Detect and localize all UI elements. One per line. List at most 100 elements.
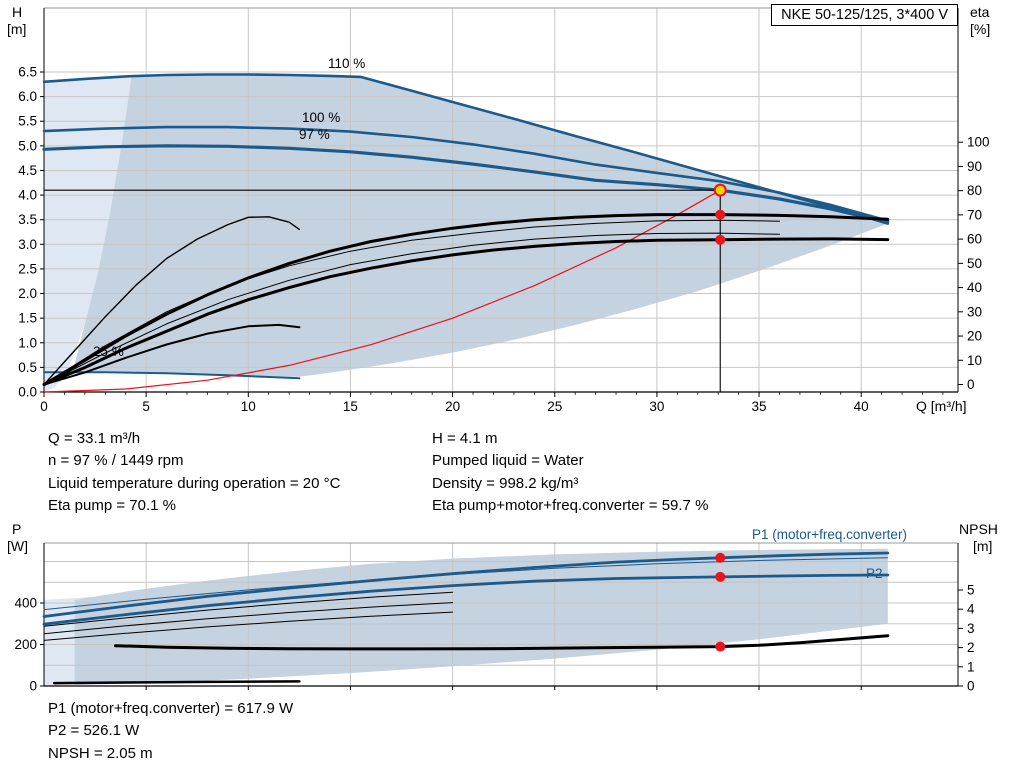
eta-total-marker: [715, 234, 726, 245]
curve-eta-25: [43, 323, 301, 386]
svg-text:40: 40: [967, 280, 982, 295]
curve-eta-pump: [42, 213, 890, 386]
curve-p-thin-3: [43, 611, 454, 641]
curve-p-thin-1: [43, 591, 454, 627]
svg-text:90: 90: [967, 159, 982, 174]
summary-h: H = 4.1 m: [432, 430, 498, 447]
speed-100-label: 100 %: [302, 110, 341, 125]
summary-eta-total: Eta pump+motor+freq.converter = 59.7 %: [432, 497, 709, 515]
summary-speed: n = 97 % / 1449 rpm: [48, 452, 184, 470]
svg-text:25: 25: [547, 399, 562, 414]
svg-text:6.5: 6.5: [18, 64, 37, 79]
summary-density: Density = 998.2 kg/m³: [432, 474, 579, 492]
svg-text:40: 40: [854, 399, 869, 414]
speed-25-label: 25 %: [93, 344, 124, 359]
curve-eta-thin-1: [43, 219, 780, 385]
curve-speed-100: [42, 125, 890, 222]
pump-title-box: NKE 50-125/125, 3*400 V: [771, 4, 958, 26]
bottom-right-axis-unit: [m]: [973, 538, 993, 554]
operating-summary-left: Q = 33.1 m³/h n = 97 % / 1449 rpm Liquid…: [48, 428, 340, 518]
svg-text:20: 20: [967, 329, 982, 344]
svg-text:100: 100: [967, 135, 990, 150]
result-footer: P1 (motor+freq.converter) = 617.9 W P2 =…: [48, 698, 293, 765]
svg-text:20: 20: [445, 399, 460, 414]
top-right-axis-unit: [%]: [970, 21, 991, 37]
svg-text:400: 400: [14, 596, 37, 611]
svg-text:30: 30: [649, 399, 664, 414]
svg-text:10: 10: [967, 353, 982, 368]
duty-envelope-light: [44, 75, 132, 392]
svg-text:3: 3: [967, 621, 975, 636]
svg-text:0.0: 0.0: [18, 385, 37, 400]
svg-text:2.5: 2.5: [18, 261, 37, 276]
svg-text:80: 80: [967, 183, 982, 198]
top-left-axis-symbol: H: [12, 4, 23, 20]
curve-p-thin-2: [43, 602, 454, 635]
curve-npsh: [114, 634, 890, 651]
power-npsh-chart: 0 200 400 0 1 2 3 4 5: [14, 542, 975, 694]
svg-text:4: 4: [967, 602, 975, 617]
p2-curve-label: P2: [866, 566, 883, 581]
curve-eta-thin-2: [43, 232, 780, 385]
bottom-left-axis-unit: [W]: [7, 538, 28, 554]
eta-pump-marker: [715, 209, 726, 220]
svg-text:5: 5: [142, 399, 150, 414]
summary-temp: Liquid temperature during operation = 20…: [48, 474, 341, 492]
p1-curve-label: P1 (motor+freq.converter): [752, 527, 907, 542]
svg-text:1.5: 1.5: [18, 311, 37, 326]
svg-text:0: 0: [967, 377, 975, 392]
curve-speed-97: [42, 144, 890, 224]
svg-text:4.5: 4.5: [18, 163, 37, 178]
svg-text:1: 1: [967, 659, 975, 674]
svg-text:5.0: 5.0: [18, 138, 37, 153]
duty-envelope: [74, 548, 888, 685]
top-left-axis-unit: [m]: [7, 21, 27, 37]
speed-110-label: 110 %: [328, 56, 366, 71]
curve-speed-110: [42, 73, 890, 225]
curve-p2: [42, 573, 890, 626]
svg-text:2: 2: [967, 640, 975, 655]
svg-text:0: 0: [967, 679, 975, 694]
curve-p-thin-blue: [43, 557, 889, 611]
top-right-axis-symbol: eta: [970, 4, 990, 20]
summary-q: Q = 33.1 m³/h: [48, 430, 141, 447]
operating-summary-right: H = 4.1 m Pumped liquid = Water Density …: [432, 428, 708, 518]
svg-text:60: 60: [967, 232, 982, 247]
svg-text:10: 10: [241, 399, 256, 414]
summary-liquid: Pumped liquid = Water: [432, 452, 584, 470]
svg-text:4.0: 4.0: [18, 188, 37, 203]
svg-text:2.0: 2.0: [18, 286, 37, 301]
svg-text:6.0: 6.0: [18, 89, 37, 104]
svg-text:70: 70: [967, 207, 982, 222]
svg-text:15: 15: [343, 399, 358, 414]
svg-text:3.5: 3.5: [18, 212, 37, 227]
summary-eta-pump: Eta pump = 70.1 %: [48, 497, 176, 515]
svg-text:5.5: 5.5: [18, 114, 37, 129]
curve-p-25: [52, 680, 301, 685]
bottom-right-axis-symbol: NPSH: [959, 521, 998, 537]
curve-eta-total: [42, 237, 890, 386]
footer-npsh: NPSH = 2.05 m: [48, 744, 153, 762]
footer-p2: P2 = 526.1 W: [48, 722, 140, 740]
curve-affinity-to-duty: [43, 189, 721, 393]
svg-text:200: 200: [14, 637, 37, 652]
svg-text:0: 0: [29, 679, 37, 694]
svg-text:3.0: 3.0: [18, 237, 37, 252]
svg-text:35: 35: [752, 399, 767, 414]
speed-97-label: 97 %: [299, 127, 330, 142]
svg-text:5: 5: [967, 583, 975, 598]
svg-text:1.0: 1.0: [18, 335, 37, 350]
svg-text:0: 0: [40, 399, 48, 414]
svg-text:30: 30: [967, 304, 982, 319]
p1-marker: [715, 552, 726, 563]
svg-text:50: 50: [967, 256, 982, 271]
svg-text:0.5: 0.5: [18, 360, 37, 375]
duty-point-marker[interactable]: [713, 183, 727, 197]
curve-p1: [42, 551, 890, 618]
curve-eta-reduced-speed: [43, 216, 301, 386]
npsh-marker: [715, 641, 726, 652]
p2-marker: [715, 571, 726, 582]
bottom-left-axis-symbol: P: [12, 521, 22, 537]
